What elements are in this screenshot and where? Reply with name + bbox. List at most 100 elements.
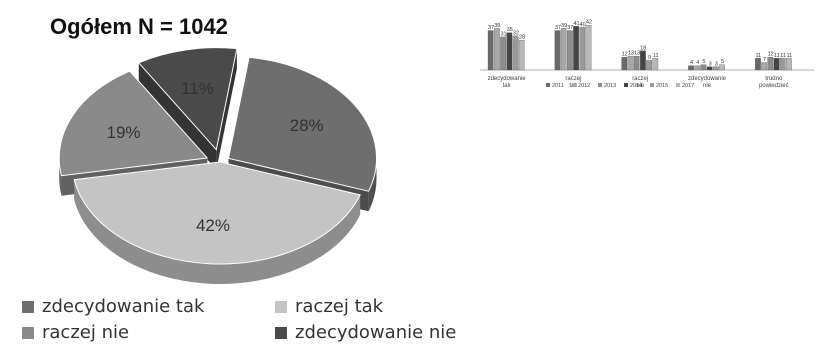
bar-legend-label: 2014	[630, 83, 642, 89]
pie-slice-side	[74, 179, 361, 285]
bar	[786, 58, 792, 71]
legend-item-raczej-tak: raczej tak	[275, 296, 383, 317]
pie-slice-raczej-nie	[58, 70, 209, 177]
bar-legend-swatch	[546, 83, 550, 87]
pie-slice-raczej-tak	[73, 161, 361, 265]
bar	[500, 36, 506, 71]
bar	[494, 28, 500, 71]
bar-data-label: 5	[702, 59, 705, 65]
bar	[700, 64, 707, 71]
bar-legend-label: 2015	[656, 83, 668, 89]
bar-data-label: 13	[628, 51, 634, 57]
bar	[640, 50, 646, 71]
bar	[646, 60, 652, 71]
bar	[706, 66, 713, 71]
bar	[779, 58, 786, 71]
bar-data-label: 37	[567, 25, 573, 31]
bar	[773, 58, 780, 71]
bar-data-label: 3	[715, 61, 718, 67]
legend-swatch	[22, 300, 34, 313]
bar	[713, 66, 719, 71]
bar-data-label: 35	[507, 27, 513, 33]
pie-slice-zdecydowanie-nie	[137, 47, 238, 151]
bar-data-label: 11	[786, 53, 792, 59]
bar-data-label: 39	[561, 23, 567, 29]
bar	[688, 65, 694, 71]
bar-data-label: 11	[780, 53, 786, 59]
bar-data-label: 3	[709, 61, 712, 67]
x-tick-label: raczej	[565, 76, 581, 82]
bar	[755, 58, 761, 71]
pie-slice-label: 19%	[107, 123, 141, 142]
legend-label: raczej tak	[295, 296, 384, 317]
bar-data-label: 37	[555, 25, 561, 31]
bar-legend-swatch	[572, 83, 576, 87]
bar-data-label: 28	[519, 35, 525, 41]
bar-data-label: 5	[721, 59, 724, 65]
legend-item-zdecydowanie-nie: zdecydowanie nie	[275, 322, 456, 343]
pie-chart: Ogółem N = 1042 28% 42% 19% 11%	[50, 14, 378, 285]
x-tick-label: powiedzieć	[759, 83, 789, 89]
bar	[652, 58, 659, 71]
bar	[579, 27, 586, 71]
pie-slice-label: 28%	[290, 116, 324, 135]
pie-slice-edge	[138, 62, 217, 170]
pie-slice-label: 11%	[181, 79, 214, 98]
bar-legend-label: 2013	[604, 83, 616, 89]
bar-data-label: 40	[580, 22, 586, 28]
x-tick-label: nie	[703, 83, 712, 89]
bar	[585, 25, 592, 71]
bar-data-label: 37	[488, 25, 494, 31]
bar-data-label: 4	[690, 60, 693, 66]
legend-item-raczej-nie: raczej nie	[22, 322, 129, 343]
pie-slice-label: 42%	[196, 216, 230, 235]
bar-data-label: 32	[513, 30, 519, 36]
bar	[621, 57, 628, 71]
bar-legend-swatch	[650, 83, 654, 87]
bar-legend-label: 2012	[578, 83, 590, 89]
x-tick-label: tak	[503, 83, 512, 89]
bar-data-label: 4	[696, 60, 699, 66]
bar-data-label: 39	[494, 23, 500, 29]
bar-data-label: 12	[768, 52, 774, 58]
bar-data-label: 13	[634, 51, 640, 57]
x-tick-label: nie	[636, 83, 645, 89]
bar	[554, 30, 561, 71]
bar	[518, 39, 525, 71]
bar	[487, 30, 494, 71]
bar	[627, 55, 634, 71]
bar	[633, 55, 640, 71]
bar-data-label: 31	[500, 31, 506, 37]
bar	[506, 32, 513, 71]
bar	[560, 28, 567, 71]
bar-data-label: 11	[755, 53, 761, 59]
bar	[761, 62, 767, 71]
legend-swatch	[275, 326, 287, 339]
bar-legend-label: 2011	[552, 83, 564, 89]
bar	[512, 35, 519, 71]
legend-swatch	[22, 326, 34, 339]
legend-label: raczej nie	[42, 322, 130, 343]
bar	[719, 64, 725, 71]
pie-legend: zdecydowanie tak raczej tak raczej nie z…	[0, 290, 470, 347]
legend-label: zdecydowanie nie	[295, 322, 457, 343]
pie-slice-edge	[216, 48, 237, 170]
bar-data-label: 7	[763, 57, 766, 63]
bar	[767, 57, 774, 71]
legend-swatch	[275, 300, 287, 313]
bar	[573, 26, 579, 71]
bar-legend-swatch	[676, 83, 680, 87]
pie-title: Ogółem N = 1042	[50, 14, 228, 39]
x-tick-label: zdecydowanie	[488, 76, 527, 82]
legend-label: zdecydowanie tak	[42, 296, 205, 317]
bar	[567, 30, 573, 71]
x-tick-label: raczej	[632, 76, 648, 82]
bar-legend-swatch	[598, 83, 602, 87]
x-tick-label: trudno	[765, 76, 783, 82]
bar-data-label: 9	[648, 55, 651, 61]
pie-slice-side	[368, 158, 377, 212]
bar	[694, 65, 701, 71]
bar-data-label: 12	[622, 52, 628, 58]
bar-data-label: 42	[586, 20, 592, 26]
